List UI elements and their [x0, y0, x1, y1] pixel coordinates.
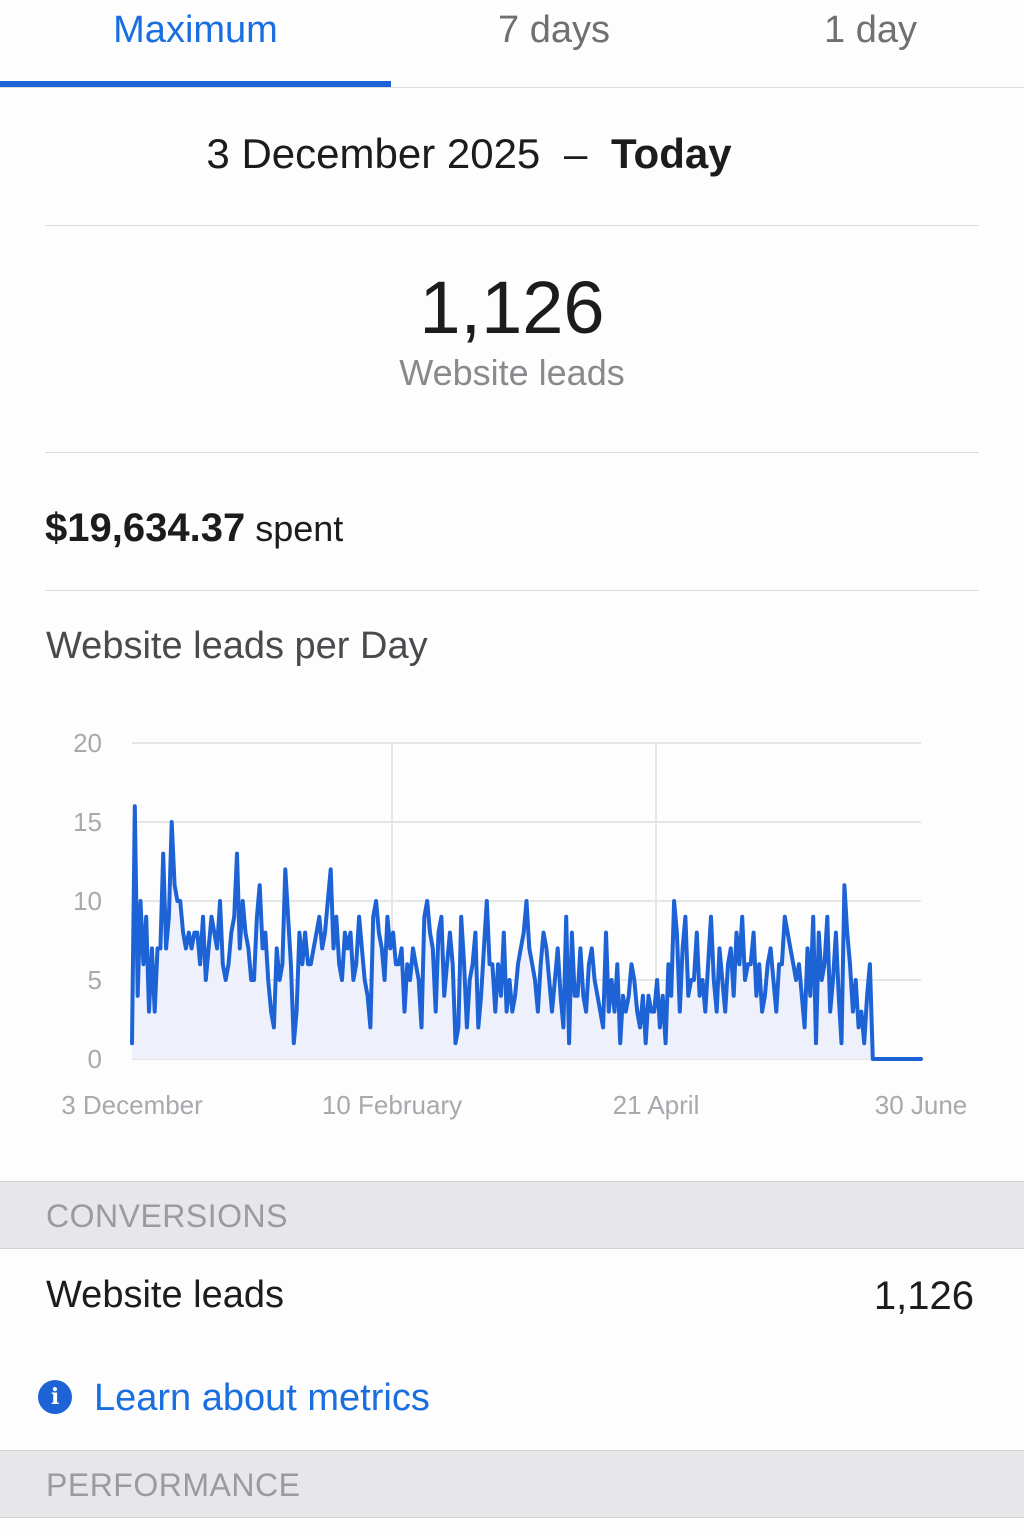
metric-label: Website leads [46, 1274, 284, 1316]
amount-spent: $19,634.37 spent [45, 503, 343, 554]
x-tick-label: 10 February [322, 1090, 462, 1120]
section-header-performance-label: PERFORMANCE [46, 1467, 301, 1503]
date-range-end: Today [611, 130, 732, 177]
y-tick-label: 0 [88, 1044, 102, 1074]
x-tick-label: 21 April [613, 1090, 700, 1120]
spent-amount: $19,634.37 [45, 506, 246, 550]
tab-maximum[interactable]: Maximum [113, 9, 278, 51]
section-header-conversions: CONVERSIONS [0, 1181, 1024, 1249]
period-tabs: Maximum 7 days 1 day [0, 0, 1024, 88]
y-tick-label: 5 [88, 965, 102, 995]
info-icon: i [38, 1380, 72, 1414]
active-tab-indicator [0, 81, 391, 87]
tab-1-day[interactable]: 1 day [824, 9, 917, 51]
y-tick-label: 15 [73, 807, 102, 837]
summary-label: Website leads [399, 352, 625, 393]
leads-line-chart: 0 5 10 15 20 3 December 10 February 21 April 30 … [61, 728, 968, 1120]
y-tick-label: 10 [73, 886, 102, 916]
tab-7-days[interactable]: 7 days [498, 9, 610, 51]
divider [45, 225, 979, 226]
date-range: 3 December 2025 – Today [0, 126, 938, 182]
divider [45, 590, 979, 591]
learn-link-text: Learn about metrics [94, 1377, 430, 1419]
section-header-performance: PERFORMANCE [0, 1450, 1024, 1518]
summary-value: 1,126 [419, 266, 605, 349]
spent-suffix: spent [255, 508, 344, 549]
series-line [130, 804, 923, 1061]
metric-row-website-leads: Website leads 1,126 [0, 1250, 1024, 1350]
x-tick-label: 30 June [875, 1090, 968, 1120]
y-tick-label: 20 [73, 728, 102, 758]
x-tick-label: 3 December [61, 1090, 203, 1120]
date-range-start: 3 December 2025 [206, 130, 541, 177]
chart-title: Website leads per Day [46, 625, 428, 667]
date-range-separator: – [563, 130, 588, 177]
section-header-conversions-label: CONVERSIONS [46, 1198, 288, 1234]
metric-value: 1,126 [873, 1274, 974, 1318]
divider [45, 452, 979, 453]
